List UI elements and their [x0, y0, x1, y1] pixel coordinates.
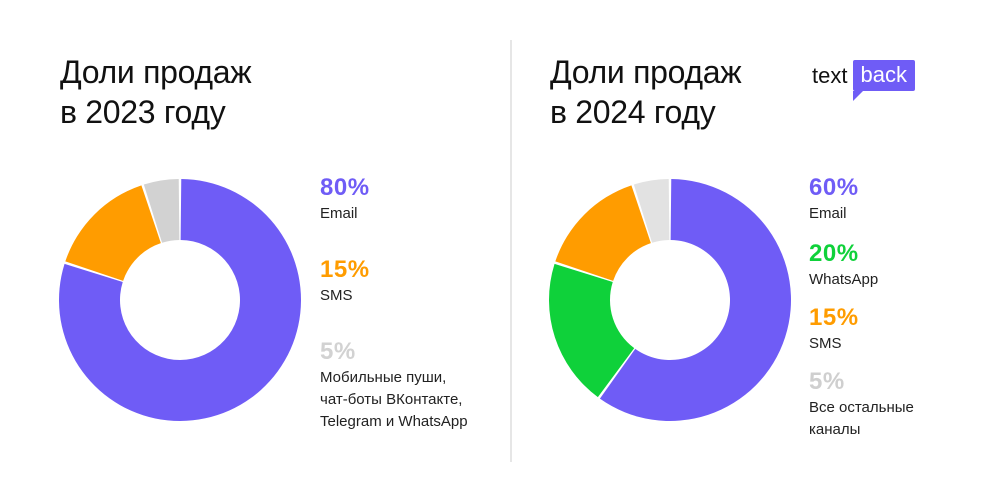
textback-logo: text back [812, 60, 915, 101]
legend-label: Email [320, 205, 358, 222]
legend-item: 15% SMS [320, 256, 520, 306]
legend-label: чат-боты ВКонтакте, [320, 391, 463, 408]
legend-item: 5% Мобильные пуши, чат-боты ВКонтакте, Tele… [320, 338, 520, 432]
legend-value: 15% [809, 304, 859, 331]
legend-label: Email [809, 205, 847, 222]
legend-label: Все остальные [809, 399, 914, 416]
legend-value: 80% [320, 174, 370, 201]
legend-label: Telegram и WhatsApp [320, 413, 468, 430]
donut-slice-email [58, 179, 302, 421]
panel-divider [510, 40, 512, 462]
legend-label: Мобильные пуши, [320, 369, 447, 386]
chart-title-line: в 2024 году [550, 94, 716, 130]
donut-slice-sms [555, 185, 651, 281]
chart-panel-2024: Доли продаж в 2024 году 60% Email 20% Whats… [512, 0, 1000, 500]
donut-slice-email [599, 179, 791, 421]
donut-chart-2024 [549, 179, 791, 421]
chart-title-line: в 2023 году [60, 94, 226, 130]
legend-value: 60% [809, 174, 859, 201]
donut-slice-все-остальные [633, 179, 670, 243]
logo-text: text [812, 63, 848, 88]
legend-label: каналы [809, 421, 861, 438]
logo-badge-text: back [860, 62, 907, 87]
legend-value: 20% [809, 240, 859, 267]
legend-item: 20% WhatsApp [809, 240, 1000, 290]
chart-title-line: Доли продаж [60, 54, 252, 90]
legend-value: 15% [320, 256, 370, 283]
chart-title-line: Доли продаж [550, 54, 742, 90]
logo-badge: back [853, 60, 915, 101]
legend-item: 60% Email [809, 174, 1000, 224]
logo-badge-tail [853, 91, 864, 101]
legend-value: 5% [809, 368, 845, 395]
donut-chart-2023 [58, 179, 302, 421]
legend-label: SMS [809, 335, 842, 352]
legend-item: 80% Email [320, 174, 520, 224]
legend-value: 5% [320, 338, 356, 365]
legend-label: WhatsApp [809, 271, 879, 288]
donut-slice-sms [65, 185, 161, 281]
legend-item: 5% Все остальные каналы [809, 368, 1000, 440]
chart-title-2023: Доли продаж в 2023 году [60, 52, 320, 132]
legend-label: SMS [320, 287, 353, 304]
chart-title-2024: Доли продаж в 2024 году [550, 52, 810, 132]
chart-panel-2023: Доли продаж в 2023 году 80% Email 15% SMS 5%… [58, 52, 468, 430]
legend-item: 15% SMS [809, 304, 1000, 354]
donut-slice-whatsapp [549, 263, 635, 398]
donut-slice-мобильные-пуши [143, 179, 180, 243]
